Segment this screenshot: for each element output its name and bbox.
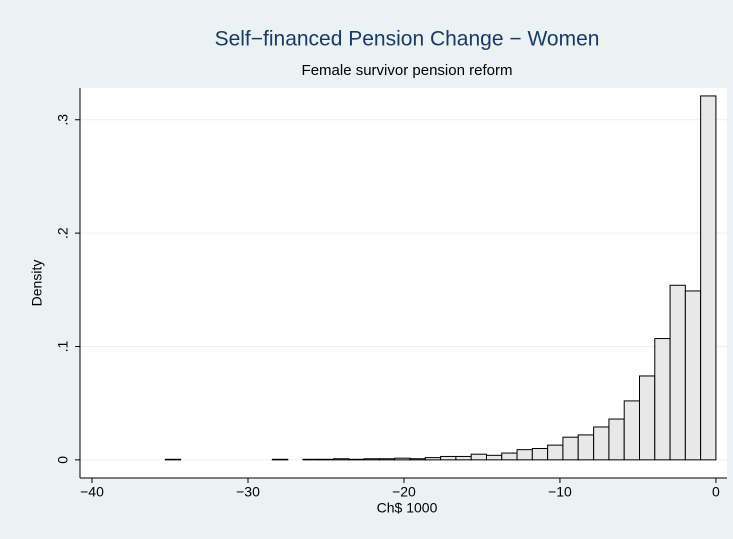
bar <box>440 455 457 461</box>
bar <box>485 454 503 461</box>
x-tick-label: −30 <box>236 484 260 500</box>
bar <box>669 284 686 461</box>
y-tick-label: .1 <box>55 340 71 352</box>
x-tick-label: 0 <box>712 484 720 500</box>
bar <box>333 458 350 461</box>
bar <box>684 290 702 461</box>
bar <box>317 458 335 461</box>
bar <box>623 400 640 461</box>
bar <box>470 453 487 461</box>
bar <box>593 426 610 461</box>
bar <box>455 455 472 461</box>
chart-title: Self−financed Pension Change − Women <box>215 28 600 51</box>
bar <box>378 458 396 461</box>
y-tick-label: .3 <box>55 114 71 126</box>
bar <box>531 448 549 461</box>
bar <box>577 434 595 461</box>
bar <box>424 457 442 461</box>
bar <box>700 95 717 461</box>
y-tick-label: .2 <box>55 227 71 239</box>
y-tick-label: 0 <box>55 456 71 464</box>
x-axis-label: Ch$ 1000 <box>377 500 438 516</box>
bar <box>547 444 564 461</box>
plot-area <box>80 88 727 478</box>
bar <box>302 458 319 461</box>
y-axis-label: Density <box>29 260 45 307</box>
bar <box>638 375 656 461</box>
bar <box>271 458 289 461</box>
bar <box>562 436 579 461</box>
chart-subtitle: Female survivor pension reform <box>302 62 513 79</box>
bar <box>409 458 426 461</box>
x-tick-label: −20 <box>392 484 416 500</box>
bar <box>164 458 182 461</box>
x-tick-label: −40 <box>80 484 104 500</box>
bar <box>501 452 518 461</box>
bar <box>654 338 671 461</box>
x-tick-label: −10 <box>548 484 572 500</box>
bar <box>394 457 411 461</box>
bar <box>516 449 533 461</box>
bar <box>608 418 625 461</box>
bar <box>348 458 365 461</box>
bar <box>363 458 380 461</box>
